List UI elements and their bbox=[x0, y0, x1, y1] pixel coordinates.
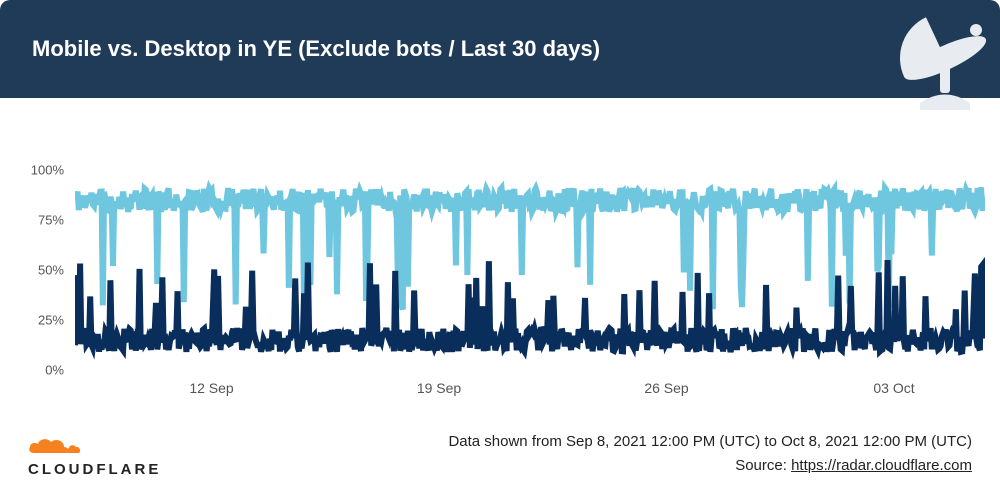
chart-svg bbox=[75, 170, 985, 370]
footer-source-prefix: Source: bbox=[735, 457, 791, 474]
x-axis-labels: 12 Sep 19 Sep 26 Sep 03 Oct bbox=[75, 380, 985, 400]
card-footer: CLOUDFLARE Data shown from Sep 8, 2021 1… bbox=[28, 430, 972, 478]
footer-text: Data shown from Sep 8, 2021 12:00 PM (UT… bbox=[448, 430, 972, 478]
y-tick-label: 0% bbox=[45, 363, 64, 378]
x-tick-label: 12 Sep bbox=[189, 380, 233, 396]
x-tick-label: 26 Sep bbox=[644, 380, 688, 396]
y-tick-label: 100% bbox=[31, 163, 64, 178]
radar-dish-icon bbox=[860, 0, 1000, 98]
cloudflare-logo-icon bbox=[28, 433, 84, 459]
card-title: Mobile vs. Desktop in YE (Exclude bots /… bbox=[32, 36, 600, 62]
y-axis-labels: 0%25%50%75%100% bbox=[20, 170, 70, 370]
footer-source: Source: https://radar.cloudflare.com bbox=[448, 454, 972, 478]
y-tick-label: 25% bbox=[38, 313, 64, 328]
x-tick-label: 03 Oct bbox=[873, 380, 914, 396]
footer-date-range: Data shown from Sep 8, 2021 12:00 PM (UT… bbox=[448, 430, 972, 454]
y-tick-label: 75% bbox=[38, 213, 64, 228]
footer-source-link[interactable]: https://radar.cloudflare.com bbox=[791, 457, 972, 474]
cloudflare-logo-text: CLOUDFLARE bbox=[28, 461, 161, 478]
x-tick-label: 19 Sep bbox=[417, 380, 461, 396]
chart-plot bbox=[75, 170, 985, 370]
cloudflare-logo: CLOUDFLARE bbox=[28, 433, 161, 478]
chart-area: 0%25%50%75%100% bbox=[20, 170, 985, 370]
card-header: Mobile vs. Desktop in YE (Exclude bots /… bbox=[0, 0, 1000, 98]
y-tick-label: 50% bbox=[38, 263, 64, 278]
radar-card: Mobile vs. Desktop in YE (Exclude bots /… bbox=[0, 0, 1000, 500]
